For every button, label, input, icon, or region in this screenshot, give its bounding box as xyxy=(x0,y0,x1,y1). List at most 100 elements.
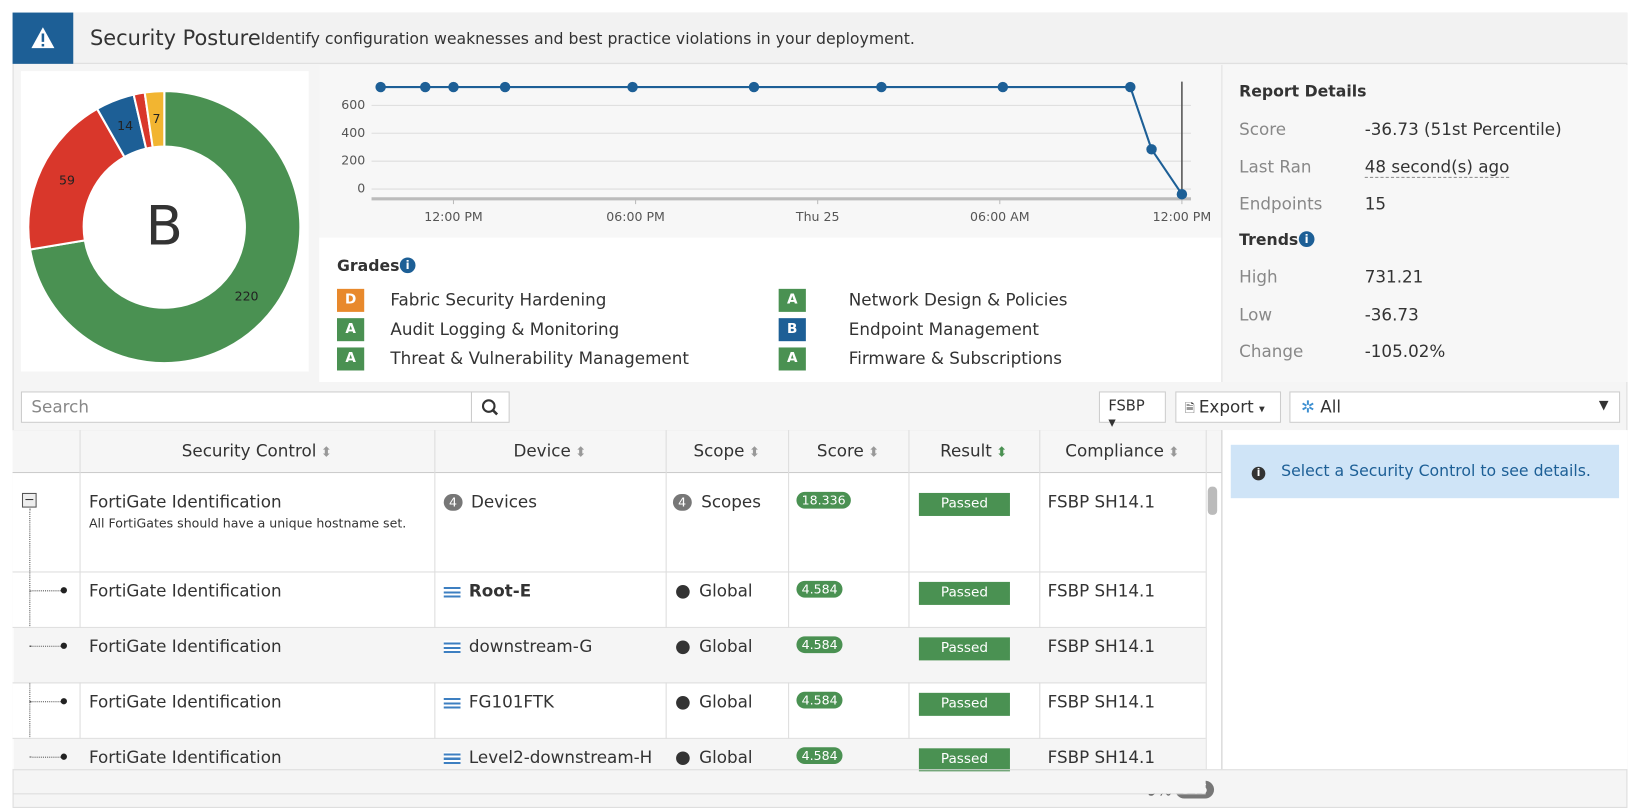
tree-node xyxy=(60,642,67,649)
export-button[interactable]: 🗎 Export ▾ xyxy=(1175,391,1282,423)
column-title: Scope xyxy=(693,440,745,461)
info-icon[interactable]: i xyxy=(399,257,416,274)
score-badge: 18.336 xyxy=(796,491,851,509)
column-header[interactable]: Scope ⬍ xyxy=(693,440,761,461)
tree-branch xyxy=(29,701,61,703)
column-title: Security Control xyxy=(181,440,317,461)
scope: Global xyxy=(699,747,753,768)
col-divider xyxy=(79,430,81,770)
info-icon[interactable]: i xyxy=(1298,231,1315,247)
search-button[interactable] xyxy=(470,391,510,423)
table xyxy=(12,430,1222,770)
column-header[interactable]: Result ⬍ xyxy=(940,440,1008,461)
grade-name: Fabric Security Hardening xyxy=(390,289,607,310)
globe-icon xyxy=(676,695,690,710)
x-tick-label: Thu 25 xyxy=(795,209,840,224)
scope: Global xyxy=(699,691,753,712)
control-name: FortiGate Identification xyxy=(88,491,282,512)
donut-chart: 220 59 14 7 B xyxy=(27,90,302,365)
standard-dropdown[interactable]: FSBP ▾ xyxy=(1098,391,1166,431)
details-message: i Select a Security Control to see detai… xyxy=(1230,444,1620,499)
device: FG101FTK xyxy=(468,691,554,712)
globe-icon xyxy=(676,585,690,599)
donut-slice xyxy=(28,90,302,365)
header-title: Security Posture xyxy=(90,25,261,51)
scrollbar[interactable] xyxy=(1207,486,1218,515)
device: Level2-downstream-H xyxy=(468,747,653,768)
result-badge: Passed xyxy=(918,492,1010,516)
trend-value: -36.73 xyxy=(1364,304,1419,324)
report-key: Endpoints xyxy=(1239,193,1323,214)
collapse-toggle[interactable]: − xyxy=(21,492,37,508)
header-subtitle: Identify configuration weaknesses and be… xyxy=(260,29,915,49)
count-badge: 4 xyxy=(443,493,463,511)
row-divider xyxy=(12,571,1206,573)
header xyxy=(12,12,1628,64)
scope: Global xyxy=(699,636,753,657)
control-description: All FortiGates should have a unique host… xyxy=(88,515,407,531)
compliance: FSBP SH14.1 xyxy=(1047,491,1156,512)
column-header[interactable]: Compliance ⬍ xyxy=(1065,440,1180,461)
y-tick-label: 0 xyxy=(357,181,365,196)
result-badge: Passed xyxy=(918,637,1010,661)
point xyxy=(876,81,887,93)
grade-name: Firmware & Subscriptions xyxy=(848,348,1063,369)
tree-node xyxy=(60,753,67,760)
report-title: Report Details xyxy=(1239,81,1367,101)
col-divider xyxy=(434,430,436,770)
grade-badge: B xyxy=(778,318,806,342)
point xyxy=(499,81,511,93)
column-header[interactable]: Security Control ⬍ xyxy=(181,440,333,461)
filter-dropdown[interactable]: ✲ All ▼ xyxy=(1289,391,1621,423)
col-divider xyxy=(788,430,790,770)
column-header[interactable]: Device ⬍ xyxy=(513,440,587,461)
score-badge: 4.584 xyxy=(796,747,843,765)
y-tick-label: 400 xyxy=(341,125,365,140)
tree-branch xyxy=(29,756,61,758)
result-badge: Passed xyxy=(918,748,1010,772)
scope: Global xyxy=(699,580,753,601)
table-header xyxy=(12,430,1222,474)
globe-icon xyxy=(676,640,690,655)
x-tick-label: 06:00 AM xyxy=(970,209,1030,224)
row-divider xyxy=(12,793,1206,795)
donut-center-label: B xyxy=(146,193,183,257)
column-title: Result xyxy=(940,440,992,461)
grade-name: Endpoint Management xyxy=(848,319,1039,340)
result-badge: Passed xyxy=(918,581,1010,605)
score-badge: 4.584 xyxy=(796,580,843,598)
row-divider xyxy=(12,682,1206,684)
y-tick-label: 600 xyxy=(341,97,365,112)
donut-slice xyxy=(143,90,166,149)
grade-badge: A xyxy=(778,288,806,312)
trend-value: 731.21 xyxy=(1364,266,1424,287)
warning-icon xyxy=(31,27,55,49)
grades-title: Grades xyxy=(336,256,400,276)
line-chart: 0 200 400 600 12:00 PM 06:00 PM Thu 25 06:00 AM… xyxy=(341,81,1211,224)
search-icon xyxy=(481,399,499,416)
report-value: 48 second(s) ago xyxy=(1364,156,1510,178)
report-panel xyxy=(1221,64,1628,383)
trends-title: Trends xyxy=(1239,230,1299,250)
column-header[interactable]: Score ⬍ xyxy=(816,440,880,461)
row-divider xyxy=(12,626,1206,628)
device-icon xyxy=(443,751,461,765)
control-name: FortiGate Identification xyxy=(88,580,282,601)
search-input[interactable]: Search xyxy=(20,391,473,423)
grade-name: Threat & Vulnerability Management xyxy=(390,348,689,369)
y-tick-label: 200 xyxy=(341,153,365,168)
trend-key: Change xyxy=(1239,341,1304,362)
grade-badge: A xyxy=(336,347,365,371)
score-badge: 4.584 xyxy=(796,691,843,709)
compliance: FSBP SH14.1 xyxy=(1047,580,1156,601)
grade-badge: D xyxy=(336,288,365,312)
line xyxy=(380,85,1183,195)
point xyxy=(420,81,431,93)
control-name: FortiGate Identification xyxy=(88,691,282,712)
control-name: FortiGate Identification xyxy=(88,747,282,768)
grades-panel xyxy=(319,237,1222,383)
x-tick-label: 12:00 PM xyxy=(424,209,483,224)
compliance: FSBP SH14.1 xyxy=(1047,636,1156,657)
tree-branch xyxy=(29,645,61,647)
